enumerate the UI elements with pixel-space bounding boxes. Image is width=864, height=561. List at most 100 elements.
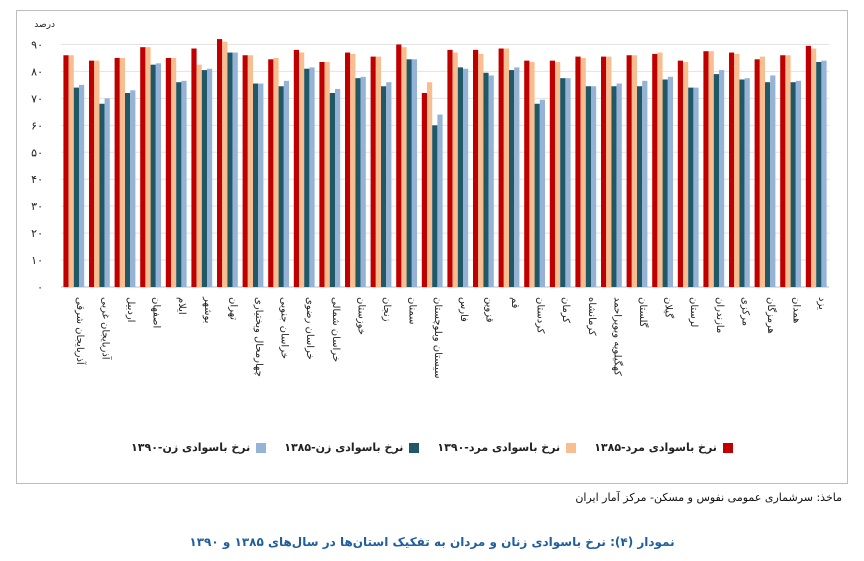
bar: [611, 86, 617, 288]
bar: [140, 47, 146, 287]
bar: [821, 60, 827, 287]
bar: [555, 61, 561, 288]
bar: [207, 68, 213, 287]
bar: [437, 114, 443, 288]
bar: [463, 68, 469, 287]
bar: [662, 79, 668, 287]
bar: [688, 87, 694, 287]
y-tick-label: ۳۰: [31, 200, 43, 213]
x-tick-label: فارس: [458, 297, 469, 322]
bar: [145, 47, 151, 287]
bar: [411, 59, 417, 287]
bar: [713, 74, 719, 287]
bar: [227, 52, 233, 288]
bar: [421, 92, 427, 288]
x-tick-label: کرمانشاه: [586, 297, 597, 336]
bar: [780, 55, 786, 288]
bar: [355, 78, 361, 287]
x-tick-label: آذربایجان غربی: [99, 297, 112, 361]
bar: [375, 56, 381, 287]
bar: [304, 68, 310, 287]
bar: [335, 88, 341, 287]
bar: [222, 41, 228, 287]
x-tick-label: اردبیل: [125, 297, 136, 322]
bar: [386, 82, 392, 287]
legend-label: نرخ باسوادی زن-۱۳۹۰: [131, 441, 251, 454]
bar: [401, 47, 407, 287]
bar: [759, 56, 765, 287]
bar: [560, 78, 566, 287]
x-tick-label: گلستان: [637, 297, 649, 328]
bar: [734, 53, 740, 288]
bar: [329, 92, 335, 288]
bar: [483, 72, 489, 287]
chart-frame: ۰ ۱۰ ۲۰ ۳۰ ۴۰ ۵۰ ۶۰ ۷۰ ۸۰ ۹۰ درصد آذربایجان شرقی آذر…: [16, 10, 848, 484]
y-tick-label: ۸۰: [31, 65, 43, 78]
bar: [396, 44, 402, 288]
x-tick-label: سیستان وبلوچستان: [432, 297, 443, 379]
bar: [616, 83, 622, 288]
bar: [677, 60, 683, 287]
x-tick-label: هرمزگان: [765, 297, 777, 334]
bar: [165, 57, 171, 287]
bar: [345, 52, 351, 288]
legend-swatch: [256, 442, 267, 453]
x-tick-label: کهگیلویه وبویراحمد: [611, 297, 623, 376]
bar: [708, 51, 714, 287]
bar: [457, 67, 463, 287]
bar: [150, 64, 156, 288]
source-note: ماخذ: سرشماری عمومی نفوس و مسکن- مرکز آم…: [575, 491, 842, 504]
bar: [642, 80, 648, 287]
bar: [785, 55, 791, 288]
bar: [739, 79, 745, 287]
bar: [217, 39, 223, 287]
bar: [534, 103, 540, 287]
bar: [683, 61, 689, 288]
bar: [770, 75, 776, 287]
bar: [253, 83, 259, 288]
y-tick-label: ۴۰: [31, 173, 43, 186]
x-tick-label: اصفهان: [151, 297, 162, 328]
bar: [754, 59, 760, 287]
bar: [503, 48, 509, 287]
bar-chart: ۰ ۱۰ ۲۰ ۳۰ ۴۰ ۵۰ ۶۰ ۷۰ ۸۰ ۹۰ درصد آذربایجان شرقی آذر…: [31, 20, 829, 379]
bar: [652, 53, 658, 288]
x-tick-label: گیلان: [663, 297, 675, 318]
bar: [790, 82, 796, 287]
bar: [539, 99, 545, 287]
bar: [247, 55, 253, 288]
bar: [719, 70, 725, 287]
bar: [427, 82, 433, 287]
x-tick-label: سمنان: [407, 297, 418, 325]
x-tick-label: ایلام: [176, 297, 187, 315]
bar: [125, 92, 131, 288]
y-tick-label: ۵۰: [31, 146, 43, 159]
legend-swatch: [722, 442, 733, 453]
bar: [488, 75, 494, 287]
bar: [94, 60, 100, 287]
bar: [805, 45, 811, 288]
x-tick-label: آذربایجان شرقی: [74, 297, 87, 366]
bar: [447, 49, 453, 287]
x-tick-label: چهارمحال وبختیاری: [253, 297, 264, 377]
bar: [63, 55, 69, 288]
x-tick-label: خراسان شمالی: [330, 297, 341, 362]
bar: [816, 61, 822, 288]
legend-item: نرخ باسوادی زن-۱۳۸۵: [284, 441, 420, 454]
bar: [268, 59, 274, 287]
bar: [606, 56, 612, 287]
y-unit-label: درصد: [34, 20, 55, 30]
bar: [68, 55, 74, 288]
bar: [242, 55, 248, 288]
bar: [114, 57, 120, 287]
bar: [703, 51, 709, 287]
bar: [171, 57, 177, 287]
bar: [283, 80, 289, 287]
bar: [309, 67, 315, 287]
y-tick-label: ۱۰: [31, 254, 43, 267]
bar: [529, 61, 535, 288]
x-tick-label: کردستان: [535, 297, 546, 334]
bar: [258, 83, 264, 288]
bar: [591, 86, 597, 288]
bar: [319, 61, 325, 288]
